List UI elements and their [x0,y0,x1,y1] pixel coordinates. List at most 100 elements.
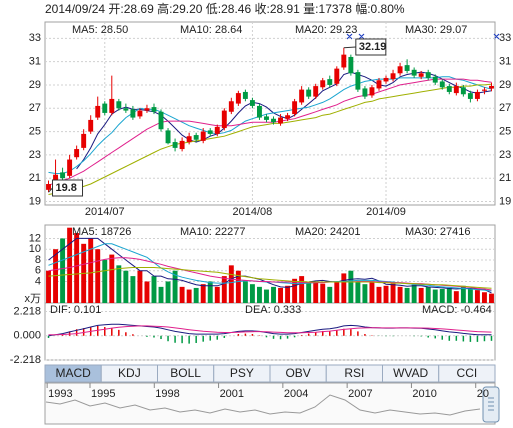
legend-entry: MA30: 29.07 [405,24,467,36]
candle-body [327,79,333,85]
candle-body [446,86,452,92]
volume-bar [109,254,115,303]
volume-bar [137,270,143,303]
y-tick-label-right: 29 [499,79,511,91]
tab-label: MACD [55,366,91,380]
y-tick-label: 29 [29,79,41,91]
candle-body [235,93,241,104]
volume-bar [186,289,192,303]
timeline-label: 1993 [48,388,72,400]
volume-bar [95,249,101,303]
timeline-history [45,394,481,416]
candle-body [200,131,206,141]
volume-bar [242,281,248,303]
candle-body [320,80,326,88]
high-label: 32.19 [359,41,387,53]
candle-body [271,118,276,123]
candle-body [249,100,255,106]
y-tick-label: 4 [35,275,41,287]
candle-body [172,142,178,148]
legend-entry: MA5: 18726 [72,226,131,238]
volume-bar [74,233,80,303]
y-tick-label-right: 33 [499,32,511,44]
y-tick-label: 6 [35,265,41,277]
volume-bar [376,286,382,303]
candle-body [432,76,438,83]
candle-body [88,119,94,132]
tab-label: KDJ [118,366,141,380]
y-tick-label-right: 25 [499,125,511,137]
candle-body [242,91,248,99]
volume-bar [327,286,333,303]
legend-entry: MACD: -0.464 [422,304,492,316]
volume-bar [348,270,354,303]
timeline-handle[interactable] [482,386,500,423]
candle-body [306,89,312,97]
candle-body [453,86,459,94]
candle-body [341,54,347,68]
candle-body [74,149,80,158]
volume-bar [88,238,94,303]
y-tick-label: 33 [29,32,41,44]
volume-bar [474,290,480,303]
legend-entry: MA20: 24201 [295,226,360,238]
volume-bar [481,292,487,303]
candle-body [411,69,417,76]
volume-bar [271,286,276,303]
candle-body [292,101,298,115]
timeline-label: 1995 [91,388,115,400]
legend-entry: MA30: 27416 [405,226,470,238]
volume-bar [285,285,291,303]
candle-body [221,110,227,129]
x-tick-label: 2014/07 [85,206,125,218]
legend-entry: MA10: 28.64 [180,24,242,36]
volume-bar [397,286,403,303]
low-pointer [48,187,53,193]
candle-body [481,89,487,91]
ma-line [48,78,492,186]
y-tick-label: 31 [29,56,41,68]
timeline-label: 2004 [284,388,308,400]
candle-body [179,140,185,150]
y-tick-label-right: 19 [499,195,511,207]
y-tick-label-right: 21 [499,172,511,184]
candle-body [376,80,382,89]
volume-bar [130,276,136,303]
candle-body [228,101,234,112]
candle-body [256,105,262,118]
candle-body [348,56,354,74]
volume-bar [221,276,227,303]
candle-body [264,116,269,120]
volume-bar [411,284,417,303]
candle-body [60,172,66,179]
volume-bar [341,273,347,303]
candle-body [158,111,164,130]
volume-bar [151,276,157,303]
candle-body [285,115,291,119]
x-tick-label: 2014/08 [233,206,273,218]
price-panel [44,21,496,206]
candle-body [439,81,445,88]
legend-entry: DIF: 0.101 [50,304,101,316]
candle-body [278,117,284,124]
candle-body [383,77,389,82]
volume-bar [214,286,220,303]
tab-label: OBV [285,366,310,380]
unit-label: x万 [25,293,42,305]
ma-line [48,325,492,336]
y-tick-label: 19 [29,195,41,207]
candle-body [95,105,101,118]
indicator-tab[interactable] [438,364,496,383]
candle-body [489,85,494,89]
candle-body [460,87,466,95]
y-tick-label-right: 23 [499,149,511,161]
volume-bar [207,281,213,303]
volume-bar [313,281,319,303]
candle-body [397,66,403,74]
timeline-label: 20 [477,388,489,400]
volume-bar [453,291,459,303]
candle-body [369,87,375,96]
candle-body [144,108,150,111]
legend-entry: MA5: 28.50 [72,24,128,36]
volume-bar [193,287,199,303]
